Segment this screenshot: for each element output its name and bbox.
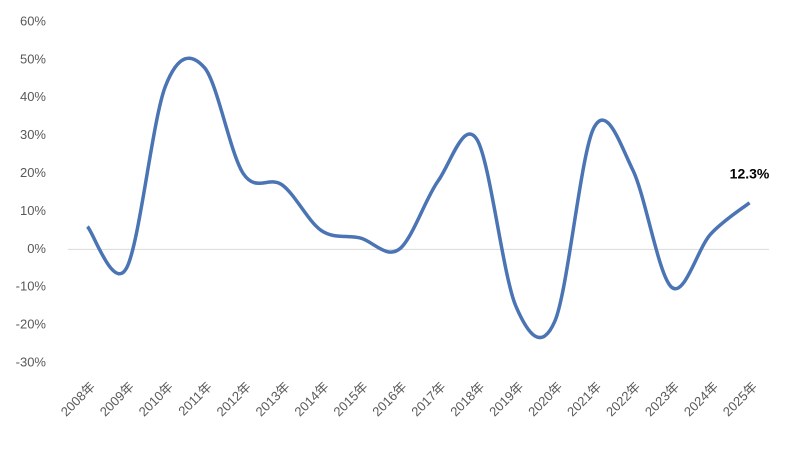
x-tick-label: 2012年: [214, 379, 254, 419]
y-tick-label: 0%: [27, 241, 46, 256]
y-tick-label: 20%: [20, 165, 46, 180]
x-tick-label: 2024年: [681, 379, 721, 419]
line-series: [86, 56, 751, 340]
y-tick-label: -20%: [16, 317, 47, 332]
x-tick-label: 2013年: [252, 379, 292, 419]
y-tick-label: 50%: [20, 51, 46, 66]
x-tick-label: 2025年: [720, 379, 760, 419]
x-tick-label: 2022年: [603, 379, 643, 419]
y-tick-label: 10%: [20, 203, 46, 218]
x-tick-label: 2008年: [58, 379, 98, 419]
x-tick-label: 2014年: [291, 379, 331, 419]
x-tick-label: 2016年: [369, 379, 409, 419]
x-tick-label: 2017年: [408, 379, 448, 419]
y-tick-label: 40%: [20, 89, 46, 104]
x-tick-label: 2011年: [175, 379, 215, 419]
x-tick-label: 2018年: [447, 379, 487, 419]
x-tick-label: 2010年: [136, 379, 176, 419]
data-label: 12.3%: [730, 165, 770, 181]
x-tick-label: 2020年: [525, 379, 565, 419]
x-tick-label: 2009年: [97, 379, 137, 419]
x-tick-label: 2021年: [564, 379, 604, 419]
y-tick-label: 60%: [20, 13, 46, 28]
y-tick-label: 30%: [20, 127, 46, 142]
y-tick-label: -30%: [16, 354, 47, 369]
x-tick-label: 2019年: [486, 379, 526, 419]
x-tick-label: 2015年: [330, 379, 370, 419]
y-tick-label: -10%: [16, 279, 47, 294]
x-tick-label: 2023年: [642, 379, 682, 419]
